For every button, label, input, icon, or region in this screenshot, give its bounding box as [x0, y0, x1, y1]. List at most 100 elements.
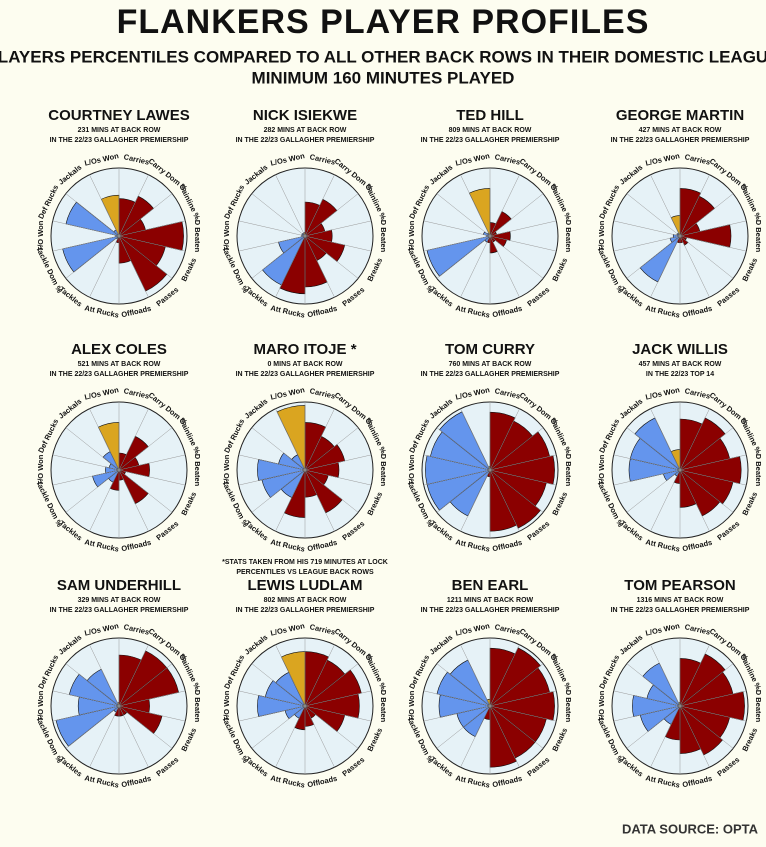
chart-subtitle: 802 MINS AT BACK ROW [264, 597, 347, 604]
chart-title: BEN EARL [452, 577, 529, 594]
grid-line [304, 663, 359, 707]
grid-line [489, 663, 544, 707]
grid-line [423, 690, 491, 707]
grid-line [238, 454, 306, 471]
chart-subtitle: 760 MINS AT BACK ROW [449, 361, 532, 368]
grid-line [679, 220, 747, 237]
category-label: D Beaten [193, 690, 202, 723]
chart-subtitle: 427 MINS AT BACK ROW [639, 127, 722, 134]
grid-line [460, 408, 491, 471]
chart-subtitle: IN THE 22/23 GALLAGHER PREMIERSHIP [611, 607, 750, 614]
grid-line [118, 469, 173, 513]
grid-line [275, 469, 306, 532]
grid-line [118, 193, 173, 237]
chart-subtitle: 329 MINS AT BACK ROW [78, 597, 161, 604]
grid-line [118, 705, 173, 749]
chart-title: TOM CURRY [445, 341, 535, 358]
grid-line [679, 408, 710, 471]
grid-line [423, 220, 491, 237]
grid-line [613, 235, 681, 252]
grid-line [679, 705, 710, 768]
chart-note: PERCENTILES VS LEAGUE BACK ROWS [236, 569, 374, 576]
category-label: D Beaten [379, 454, 388, 487]
chart-subtitle: IN THE 22/23 GALLAGHER PREMIERSHIP [236, 137, 375, 144]
category-label: D Beaten [564, 690, 573, 723]
grid-line [238, 469, 306, 486]
chart-subtitle: 231 MINS AT BACK ROW [78, 127, 161, 134]
chart-subtitle: IN THE 22/23 GALLAGHER PREMIERSHIP [236, 371, 375, 378]
grid-line [304, 193, 359, 237]
grid-line [89, 174, 120, 237]
chart-subtitle: IN THE 22/23 GALLAGHER PREMIERSHIP [50, 607, 189, 614]
grid-line [679, 469, 734, 513]
grid-line [679, 663, 734, 707]
grid-line [275, 174, 306, 237]
grid-line [489, 220, 557, 237]
grid-line [118, 644, 149, 707]
grid-line [489, 427, 544, 471]
grid-line [304, 235, 335, 298]
chart-subtitle: IN THE 22/23 GALLAGHER PREMIERSHIP [421, 371, 560, 378]
grid-line [304, 705, 359, 749]
grid-line [489, 408, 520, 471]
grid-line [650, 408, 681, 471]
category-label: D Beaten [564, 454, 573, 487]
category-label: D Beaten [379, 690, 388, 723]
chart-subtitle: IN THE 22/23 GALLAGHER PREMIERSHIP [50, 371, 189, 378]
grid-line [275, 408, 306, 471]
chart-subtitle: 0 MINS AT BACK ROW [267, 361, 342, 368]
grid-line [65, 469, 120, 513]
grid-line [118, 469, 149, 532]
grid-line [489, 454, 557, 471]
grid-line [436, 663, 491, 707]
grid-line [275, 705, 306, 768]
grid-line [679, 427, 734, 471]
grid-line [238, 690, 306, 707]
category-label: D Beaten [564, 220, 573, 253]
chart-subtitle: 809 MINS AT BACK ROW [449, 127, 532, 134]
category-label: D Beaten [754, 220, 763, 253]
chart-subtitle: 1316 MINS AT BACK ROW [637, 597, 724, 604]
grid-line [275, 235, 306, 298]
category-label: T/O Won [407, 690, 416, 721]
grid-line [304, 235, 359, 279]
grid-line [489, 469, 557, 486]
source: DATA SOURCE: OPTA [622, 821, 759, 836]
chart-subtitle: IN THE 22/23 GALLAGHER PREMIERSHIP [421, 137, 560, 144]
category-label: T/O Won [222, 690, 231, 721]
chart-subtitle: 521 MINS AT BACK ROW [78, 361, 161, 368]
grid-line [251, 193, 306, 237]
category-label: T/O Won [597, 220, 606, 251]
chart-title: JACK WILLIS [632, 341, 728, 358]
category-label: T/O Won [222, 454, 231, 485]
grid-line [613, 454, 681, 471]
chart-subtitle: IN THE 22/23 GALLAGHER PREMIERSHIP [236, 607, 375, 614]
grid-line [460, 174, 491, 237]
grid-line [118, 235, 173, 279]
grid-line [304, 690, 372, 707]
category-label: D Beaten [754, 454, 763, 487]
grid-line [679, 235, 747, 252]
grid-line [52, 705, 120, 722]
grid-line [118, 690, 186, 707]
grid-line [679, 705, 734, 749]
category-label: D Beaten [193, 454, 202, 487]
grid-line [489, 690, 557, 707]
grid-line [626, 235, 681, 279]
grid-line [304, 705, 372, 722]
grid-line [489, 469, 520, 532]
grid-line [304, 469, 372, 486]
grid-line [251, 663, 306, 707]
chart-title: MARO ITOJE * [253, 341, 356, 358]
chart-subtitle: IN THE 22/23 GALLAGHER PREMIERSHIP [421, 607, 560, 614]
grid-line [679, 690, 747, 707]
grid-line [89, 469, 120, 532]
grid-line [460, 644, 491, 707]
grid-line [489, 193, 544, 237]
grid-line [89, 235, 120, 298]
chart-title: ALEX COLES [71, 341, 167, 358]
grid-line [460, 469, 491, 532]
grid-line [613, 705, 681, 722]
grid-line [489, 644, 520, 707]
grid-line [489, 174, 520, 237]
